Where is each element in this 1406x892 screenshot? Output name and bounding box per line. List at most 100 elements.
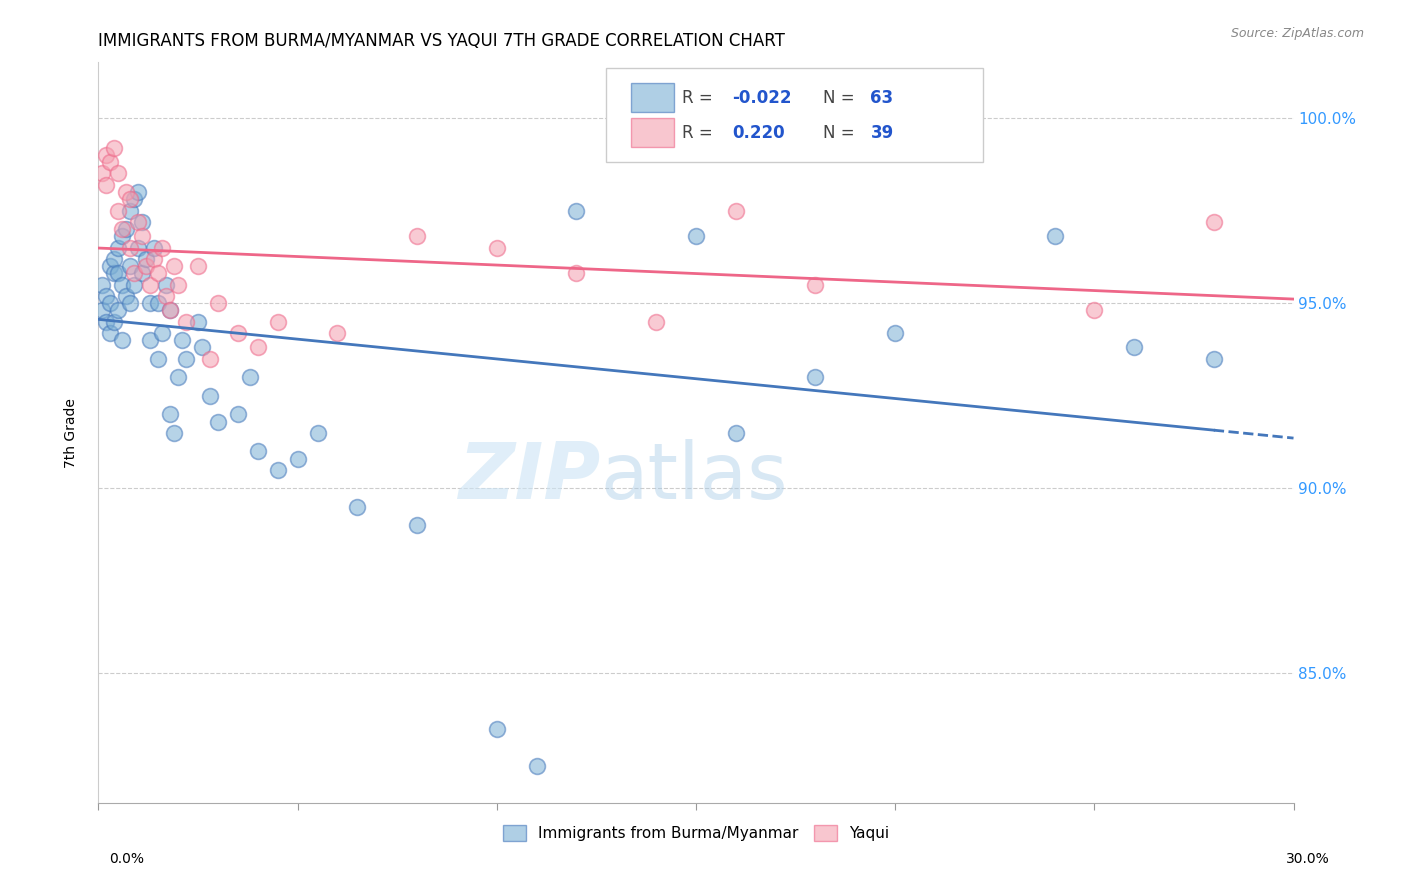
Point	[198, 351, 221, 366]
Point	[120, 296, 142, 310]
Point	[103, 140, 125, 154]
Point	[187, 259, 209, 273]
Point	[111, 229, 134, 244]
Text: R =: R =	[682, 89, 717, 107]
Point	[150, 326, 173, 340]
Point	[131, 267, 153, 281]
Point	[565, 203, 588, 218]
Point	[526, 759, 548, 773]
Text: ZIP: ZIP	[458, 439, 600, 515]
Point	[163, 259, 186, 273]
Point	[207, 296, 229, 310]
Point	[143, 241, 166, 255]
Point	[107, 167, 129, 181]
Point	[124, 277, 146, 292]
Point	[124, 193, 146, 207]
Point	[103, 252, 125, 266]
Point	[884, 326, 907, 340]
Point	[724, 425, 747, 440]
Point	[111, 333, 134, 347]
Point	[685, 229, 707, 244]
Text: IMMIGRANTS FROM BURMA/MYANMAR VS YAQUI 7TH GRADE CORRELATION CHART: IMMIGRANTS FROM BURMA/MYANMAR VS YAQUI 7…	[98, 32, 786, 50]
Point	[724, 203, 747, 218]
Point	[406, 229, 429, 244]
Point	[804, 277, 827, 292]
Point	[103, 267, 125, 281]
Point	[139, 277, 162, 292]
Point	[485, 241, 508, 255]
Point	[98, 259, 122, 273]
Point	[346, 500, 368, 514]
Point	[155, 277, 177, 292]
FancyBboxPatch shape	[606, 68, 983, 162]
Point	[111, 277, 134, 292]
Text: 0.0%: 0.0%	[110, 852, 143, 866]
Point	[148, 296, 170, 310]
Point	[198, 388, 221, 402]
Text: atlas: atlas	[600, 439, 787, 515]
Point	[91, 303, 114, 318]
Point	[267, 314, 290, 328]
Point	[239, 370, 262, 384]
Point	[115, 222, 138, 236]
Point	[96, 178, 118, 192]
Point	[96, 288, 118, 302]
Point	[246, 341, 269, 355]
Point	[120, 259, 142, 273]
Point	[287, 451, 309, 466]
Point	[159, 303, 181, 318]
Point	[406, 518, 429, 533]
Point	[96, 148, 118, 162]
Point	[485, 722, 508, 736]
Point	[645, 314, 668, 328]
Point	[155, 288, 177, 302]
Point	[135, 252, 157, 266]
Y-axis label: 7th Grade: 7th Grade	[63, 398, 77, 467]
Point	[120, 193, 142, 207]
Text: 39: 39	[870, 124, 894, 142]
Text: N =: N =	[823, 89, 859, 107]
Point	[174, 314, 197, 328]
Point	[1202, 214, 1225, 228]
Point	[124, 267, 146, 281]
Point	[139, 296, 162, 310]
Text: 63: 63	[870, 89, 894, 107]
Point	[107, 241, 129, 255]
Point	[98, 326, 122, 340]
Point	[565, 267, 588, 281]
FancyBboxPatch shape	[631, 83, 675, 112]
Point	[1202, 351, 1225, 366]
Point	[167, 277, 190, 292]
Point	[187, 314, 209, 328]
Point	[1043, 229, 1066, 244]
Text: 30.0%: 30.0%	[1285, 852, 1330, 866]
Text: 0.220: 0.220	[733, 124, 785, 142]
Point	[96, 314, 118, 328]
Point	[172, 333, 194, 347]
Point	[326, 326, 349, 340]
Point	[804, 370, 827, 384]
Point	[127, 214, 149, 228]
Point	[174, 351, 197, 366]
Point	[167, 370, 190, 384]
Point	[98, 296, 122, 310]
Text: R =: R =	[682, 124, 723, 142]
Point	[103, 314, 125, 328]
Point	[267, 462, 290, 476]
Legend: Immigrants from Burma/Myanmar, Yaqui: Immigrants from Burma/Myanmar, Yaqui	[496, 819, 896, 847]
Point	[1123, 341, 1146, 355]
Point	[163, 425, 186, 440]
FancyBboxPatch shape	[631, 118, 675, 147]
Point	[120, 203, 142, 218]
Point	[159, 407, 181, 421]
Text: N =: N =	[823, 124, 859, 142]
Point	[107, 203, 129, 218]
Point	[111, 222, 134, 236]
Point	[246, 444, 269, 458]
Point	[307, 425, 329, 440]
Point	[91, 167, 114, 181]
Point	[226, 326, 249, 340]
Point	[115, 185, 138, 199]
Point	[120, 241, 142, 255]
Point	[127, 185, 149, 199]
